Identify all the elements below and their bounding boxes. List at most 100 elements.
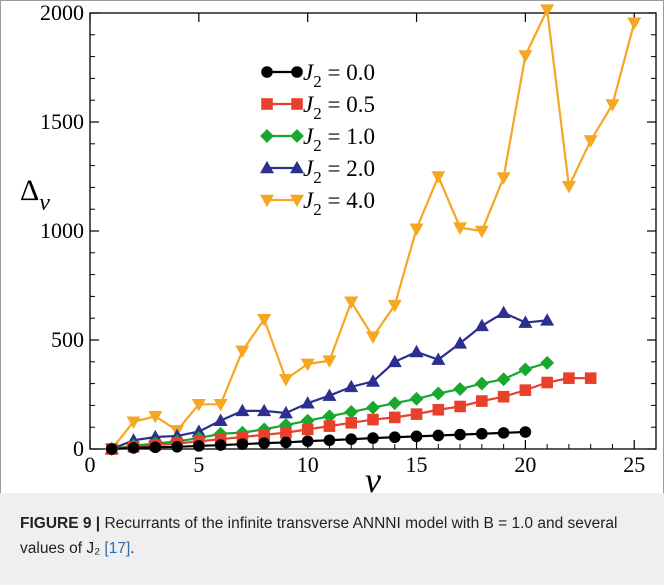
legend-marker-1-b	[291, 98, 303, 110]
data-point-s4-2	[148, 410, 163, 424]
data-point-s0-5	[214, 439, 227, 451]
data-point-s2-16	[453, 382, 468, 396]
data-point-s1-19	[519, 384, 532, 396]
data-point-s4-23	[605, 99, 620, 112]
data-point-s0-12	[367, 432, 379, 444]
legend-marker-0	[261, 66, 273, 78]
y-tick-label: 1500	[40, 109, 84, 134]
data-point-s4-8	[278, 373, 293, 387]
caption-end: .	[130, 540, 135, 557]
legend-marker-3	[259, 160, 275, 174]
data-point-s1-13	[388, 411, 401, 424]
data-point-s4-6	[235, 345, 250, 359]
data-point-s0-18	[497, 427, 510, 439]
legend-marker-4	[259, 194, 275, 208]
legend-label-2: J2 = 1.0	[303, 124, 375, 155]
y-axis-label: Δν	[20, 174, 50, 216]
x-tick-label: 20	[514, 452, 536, 477]
data-point-s3-10	[322, 388, 337, 401]
x-tick-label: 5	[193, 452, 204, 477]
data-point-s3-14	[409, 344, 424, 358]
data-point-s2-20	[540, 355, 555, 370]
data-point-s0-16	[454, 428, 466, 441]
data-point-s4-14	[409, 223, 424, 236]
data-point-s1-14	[410, 408, 423, 420]
data-point-s4-17	[474, 225, 489, 239]
y-tick-label: 2000	[40, 0, 84, 25]
data-point-s3-17	[474, 318, 489, 332]
x-tick-label: 10	[297, 452, 319, 477]
caption-label: FIGURE 9 |	[20, 515, 101, 532]
data-point-s0-1	[127, 442, 140, 454]
data-point-s4-20	[540, 4, 555, 17]
data-point-s2-17	[474, 376, 489, 391]
data-point-s3-11	[344, 379, 359, 393]
data-point-s3-19	[518, 315, 533, 328]
data-point-s1-18	[497, 390, 510, 403]
legend-label-3: J2 = 2.0	[303, 156, 375, 187]
data-point-s0-14	[410, 430, 423, 443]
data-point-s4-19	[518, 50, 533, 63]
data-point-s4-12	[365, 331, 381, 344]
data-point-s0-0	[105, 443, 118, 455]
data-point-s1-10	[323, 420, 336, 432]
legend: J2 = 0.0J2 = 0.5J2 = 1.0J2 = 2.0J2 = 4.0	[259, 60, 375, 219]
data-point-s2-18	[496, 372, 511, 387]
data-point-s3-12	[365, 374, 381, 387]
data-point-s1-22	[584, 372, 597, 384]
legend-marker-2	[260, 129, 274, 143]
data-point-s0-9	[301, 435, 314, 447]
data-point-s2-14	[409, 391, 424, 406]
data-point-s1-9	[301, 423, 314, 436]
data-point-s3-6	[235, 403, 250, 417]
figure-caption: FIGURE 9 | Recurrants of the infinite tr…	[0, 493, 664, 585]
caption-text: Recurrants of the infinite transverse AN…	[20, 515, 618, 557]
legend-label-0: J2 = 0.0	[303, 60, 375, 91]
data-point-s1-8	[280, 426, 292, 439]
x-tick-label: 15	[406, 452, 428, 477]
data-point-s4-4	[191, 399, 206, 412]
data-point-s0-6	[236, 438, 249, 451]
data-point-s4-18	[496, 172, 511, 185]
data-point-s4-5	[213, 399, 228, 412]
data-point-s2-13	[387, 396, 402, 411]
data-point-s1-16	[454, 400, 466, 413]
caption-reference-link[interactable]: [17]	[104, 540, 131, 557]
data-point-s4-22	[583, 135, 598, 148]
data-point-s4-7	[257, 313, 272, 327]
data-point-s0-15	[432, 429, 445, 442]
legend-marker-2-b	[290, 129, 304, 143]
legend-label-4: J2 = 4.0	[303, 188, 375, 219]
data-point-s3-5	[213, 413, 228, 426]
legend-label-1: J2 = 0.5	[303, 92, 375, 123]
data-point-s3-20	[540, 313, 555, 326]
y-tick-label: 500	[51, 327, 84, 352]
data-point-s0-13	[388, 431, 401, 444]
data-point-s1-20	[541, 376, 553, 389]
data-point-s1-17	[476, 395, 488, 407]
data-point-s1-12	[367, 413, 379, 426]
y-tick-label: 1000	[40, 218, 84, 243]
x-tick-label: 25	[623, 452, 645, 477]
data-point-s1-21	[563, 372, 575, 384]
data-point-s0-17	[476, 427, 488, 440]
data-point-s4-21	[561, 181, 576, 194]
data-point-s3-8	[278, 405, 293, 419]
data-point-s4-13	[387, 299, 402, 313]
data-point-s0-8	[280, 436, 292, 449]
data-point-s0-19	[519, 426, 532, 438]
data-point-s4-15	[431, 171, 446, 184]
data-point-s2-15	[431, 386, 446, 401]
data-point-s3-15	[431, 352, 446, 365]
data-point-s4-11	[344, 296, 359, 309]
data-point-s0-2	[149, 441, 162, 454]
data-point-s0-11	[345, 433, 358, 445]
data-point-s4-1	[126, 416, 141, 429]
legend-marker-1	[261, 98, 273, 110]
data-point-s0-7	[258, 437, 270, 449]
y-tick-label: 0	[73, 436, 84, 461]
x-tick-label: 0	[85, 452, 96, 477]
legend-marker-4-b	[289, 194, 305, 208]
data-point-s2-19	[518, 362, 533, 377]
